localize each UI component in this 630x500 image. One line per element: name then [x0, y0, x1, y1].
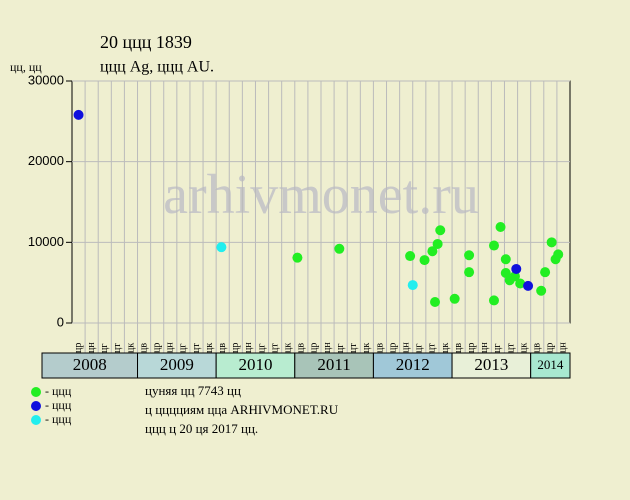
- y-tick-label: 10000: [28, 234, 64, 249]
- year-band: [41, 352, 139, 379]
- point: [536, 285, 547, 296]
- month-label: цк: [125, 343, 136, 353]
- year-label: 2009: [160, 355, 194, 374]
- point: [464, 267, 475, 278]
- month-label: цт: [348, 343, 359, 353]
- point: [427, 246, 438, 257]
- y-axis-label: цц, цц: [10, 60, 42, 74]
- month-label: цр: [466, 343, 477, 353]
- month-label: цт: [191, 343, 202, 353]
- month-label: цк: [283, 343, 294, 353]
- month-label: цв: [532, 343, 543, 353]
- note: цуняя цц 7743 цц: [145, 383, 241, 398]
- note: ц цццциям цца ARHIVMONET.RU: [145, 402, 339, 417]
- month-label: цр: [387, 343, 398, 353]
- month-label: цг: [256, 344, 267, 353]
- month-label: цв: [296, 343, 307, 353]
- legend-label: - ццц: [45, 384, 72, 398]
- year-label: 2011: [317, 355, 350, 374]
- year-band: [530, 352, 571, 379]
- month-label: цг: [99, 344, 110, 353]
- point: [488, 295, 499, 306]
- month-label: цт: [505, 343, 516, 353]
- month-label: цн: [322, 342, 333, 353]
- month-label: цк: [361, 343, 372, 353]
- month-label: цв: [453, 343, 464, 353]
- point: [73, 109, 84, 120]
- point: [523, 280, 534, 291]
- point: [449, 293, 460, 304]
- point: [405, 251, 416, 262]
- month-label: цг: [178, 344, 189, 353]
- month-label: цт: [112, 343, 123, 353]
- year-label: 2014: [537, 357, 564, 372]
- month-label: цн: [558, 342, 569, 353]
- chart-title: 20 ццц 1839: [100, 32, 192, 52]
- month-label: цн: [86, 342, 97, 353]
- month-label: цв: [374, 343, 385, 353]
- year-label: 2010: [238, 355, 272, 374]
- month-label: цт: [269, 343, 280, 353]
- year-label: 2013: [474, 355, 508, 374]
- point: [515, 278, 526, 289]
- month-label: цр: [151, 343, 162, 353]
- legend-swatch: [31, 387, 41, 397]
- point: [488, 240, 499, 251]
- point: [511, 263, 522, 274]
- year-label: 2008: [73, 355, 107, 374]
- month-label: цн: [400, 342, 411, 353]
- month-label: цр: [545, 343, 556, 353]
- point: [292, 252, 303, 263]
- month-label: цр: [73, 343, 84, 353]
- point: [430, 297, 441, 308]
- year-band: [215, 352, 296, 379]
- year-label: 2012: [396, 355, 430, 374]
- legend-label: - ццц: [45, 412, 72, 426]
- month-label: цр: [230, 343, 241, 353]
- y-tick-label: 30000: [28, 72, 64, 87]
- chart-subtitle: ццц Ag, ццц AU.: [100, 59, 214, 76]
- month-label: цт: [427, 343, 438, 353]
- point: [540, 267, 551, 278]
- month-label: цв: [138, 343, 149, 353]
- month-label: цг: [335, 344, 346, 353]
- point: [495, 222, 506, 233]
- legend-swatch: [31, 415, 41, 425]
- point: [553, 249, 564, 260]
- point: [435, 225, 446, 236]
- y-tick-label: 20000: [28, 153, 64, 168]
- month-label: цр: [309, 343, 320, 353]
- month-label: цг: [414, 344, 425, 353]
- month-label: цк: [518, 343, 529, 353]
- point: [464, 250, 475, 261]
- month-label: цг: [492, 344, 503, 353]
- y-tick-label: 0: [57, 314, 64, 329]
- month-label: цк: [204, 343, 215, 353]
- month-label: цн: [243, 342, 254, 353]
- legend-swatch: [31, 401, 41, 411]
- month-label: цн: [479, 342, 490, 353]
- point: [334, 243, 345, 254]
- month-label: цв: [217, 343, 228, 353]
- point: [432, 238, 443, 249]
- point: [500, 254, 511, 265]
- point: [419, 255, 430, 266]
- point: [546, 237, 557, 248]
- month-label: цн: [165, 342, 176, 353]
- point: [216, 242, 227, 253]
- point: [407, 280, 418, 291]
- month-label: цк: [440, 343, 451, 353]
- note: ццц ц 20 ця 2017 цц.: [145, 421, 258, 436]
- legend-label: - ццц: [45, 398, 72, 412]
